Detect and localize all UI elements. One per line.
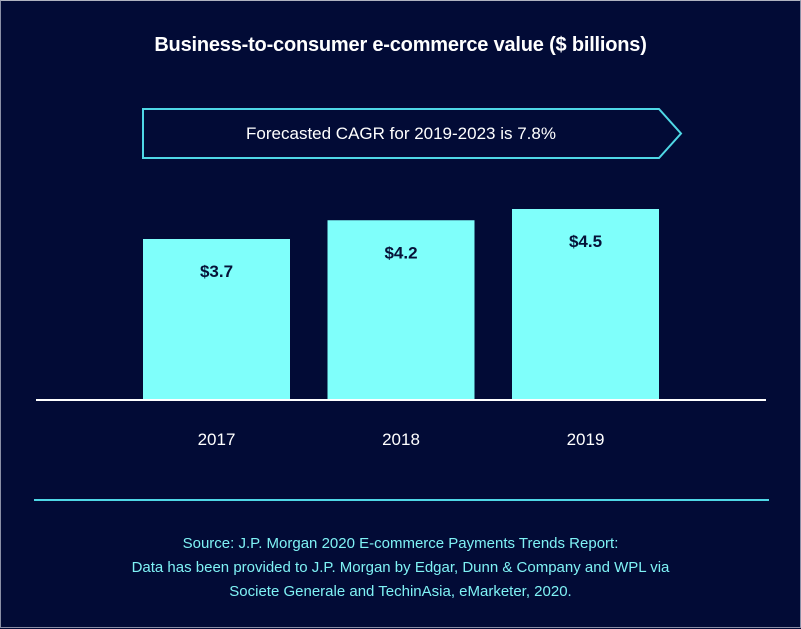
cagr-text: Forecasted CAGR for 2019-2023 is 7.8% (246, 124, 556, 143)
bar-value-label: $3.7 (200, 262, 233, 281)
x-tick-label: 2019 (567, 430, 605, 449)
bar-2018 (327, 220, 475, 399)
bar-2019 (512, 209, 659, 399)
x-tick-labels: 2017 2018 2019 (198, 430, 605, 449)
cagr-annotation: Forecasted CAGR for 2019-2023 is 7.8% (142, 108, 683, 159)
source-line: Societe Generale and TechinAsia, eMarket… (229, 583, 572, 600)
source-note: Source: J.P. Morgan 2020 E-commerce Paym… (1, 532, 800, 604)
cagr-arrow-shape (142, 108, 683, 159)
bar-value-label: $4.2 (384, 243, 417, 262)
source-line: Data has been provided to J.P. Morgan by… (131, 559, 670, 576)
x-tick-label: 2017 (198, 430, 236, 449)
x-tick-label: 2018 (382, 430, 420, 449)
bar-value-label: $4.5 (569, 232, 602, 251)
source-line: Source: J.P. Morgan 2020 E-commerce Paym… (182, 535, 619, 552)
bars-group: $3.7 $4.2 $4.5 (143, 209, 659, 399)
bar-2017 (143, 239, 290, 399)
chart-title: Business-to-consumer e-commerce value ($… (154, 34, 647, 56)
